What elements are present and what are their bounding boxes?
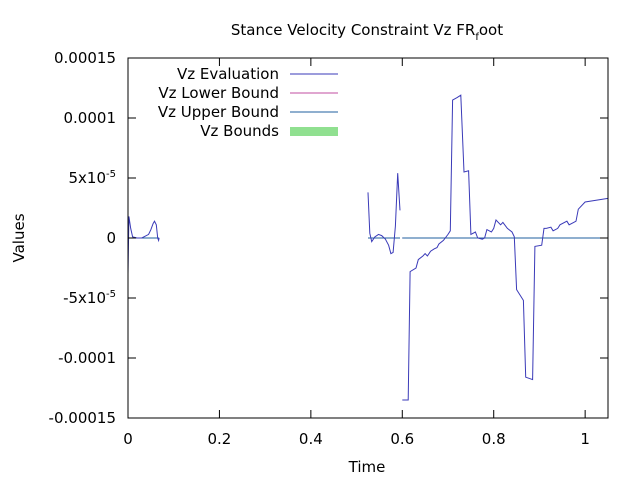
y-tick-base: 0.0001 bbox=[64, 109, 117, 127]
legend-swatch-vz-bounds bbox=[290, 127, 338, 136]
x-tick-label: 0 bbox=[123, 430, 133, 448]
series-line-vz-evaluation bbox=[128, 216, 160, 275]
y-tick-base: 5x10 bbox=[69, 169, 107, 187]
y-axis: 0.000150.00015x10-50-5x10-5-0.0001-0.000… bbox=[49, 49, 608, 427]
y-tick-label: -0.0001 bbox=[58, 349, 116, 367]
y-tick-exponent: -5 bbox=[106, 169, 116, 180]
y-tick-label: -0.00015 bbox=[49, 409, 116, 427]
y-tick-label: 0 bbox=[106, 229, 116, 247]
x-tick-label: 1 bbox=[580, 430, 590, 448]
legend-label-vz-upper-bound: Vz Upper Bound bbox=[158, 103, 279, 121]
x-tick-label: 0.4 bbox=[299, 430, 323, 448]
legend-label-vz-bounds: Vz Bounds bbox=[200, 122, 279, 140]
y-tick-base: 0 bbox=[106, 229, 116, 247]
y-tick-base: -0.0001 bbox=[58, 349, 116, 367]
x-axis-label: Time bbox=[348, 458, 386, 476]
series-line-vz-evaluation bbox=[402, 94, 608, 401]
y-tick-label: -5x10-5 bbox=[63, 289, 116, 307]
x-tick-label: 0.6 bbox=[390, 430, 414, 448]
x-tick-label: 0.8 bbox=[482, 430, 506, 448]
y-tick-base: -0.00015 bbox=[49, 409, 116, 427]
y-tick-label: 5x10-5 bbox=[69, 169, 117, 187]
y-tick-base: 0.00015 bbox=[54, 49, 116, 67]
y-tick-label: 0.0001 bbox=[64, 109, 117, 127]
series-layer bbox=[128, 94, 608, 401]
legend-label-vz-lower-bound: Vz Lower Bound bbox=[158, 84, 279, 102]
x-tick-label: 0.2 bbox=[207, 430, 231, 448]
legend-label-vz-evaluation: Vz Evaluation bbox=[177, 65, 279, 83]
y-tick-exponent: -5 bbox=[106, 289, 116, 300]
x-axis: 0 0.2 0.4 0.6 0.8 1 bbox=[123, 58, 590, 448]
y-tick-label: 0.00015 bbox=[54, 49, 116, 67]
y-axis-label: Values bbox=[10, 213, 28, 262]
series-line-vz-evaluation bbox=[367, 173, 401, 255]
y-tick-base: -5x10 bbox=[63, 289, 106, 307]
chart-title: Stance Velocity Constraint Vz FRfoot bbox=[231, 21, 503, 43]
